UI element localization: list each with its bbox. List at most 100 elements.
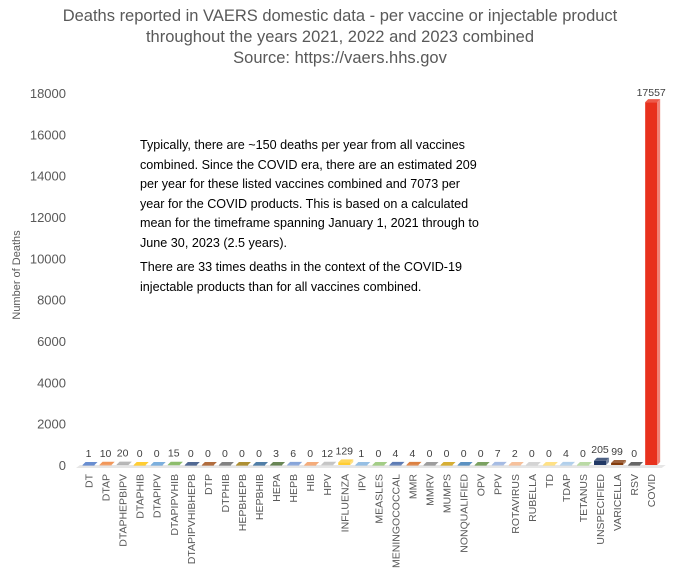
bar-top [389, 461, 405, 465]
bar-top [645, 99, 661, 103]
data-label: 15 [168, 448, 180, 460]
y-tick-label: 8000 [37, 293, 66, 308]
x-tick-label: HEPA [271, 474, 283, 502]
y-axis-label: Number of Deaths [11, 230, 23, 320]
bar-dtaphepbipv [116, 464, 129, 466]
bar-top [287, 461, 303, 465]
x-tick-label: ROTAVIRUS [510, 474, 522, 534]
y-tick-label: 16000 [30, 127, 66, 142]
bar-top [491, 461, 507, 465]
y-tick-label: 2000 [37, 417, 66, 432]
data-label: 0 [444, 448, 450, 460]
bar-hepa [270, 464, 283, 466]
bar-influenza [338, 462, 351, 465]
x-tick-label: INFLUENZA [339, 474, 351, 532]
bar-top [82, 461, 98, 465]
data-label: 0 [256, 448, 262, 460]
bar-top [116, 461, 132, 465]
x-tick-label: DTAPIPVHIB [169, 474, 181, 536]
data-label: 0 [427, 448, 433, 460]
bar-dtphib [218, 465, 231, 466]
x-tick-label: DTAPHEPBIPV [118, 474, 130, 547]
bar-dtapipv [150, 465, 163, 466]
data-label: 7 [495, 448, 501, 460]
bar-opv [474, 465, 487, 466]
bar-top [594, 457, 610, 461]
data-label: 0 [529, 448, 535, 460]
y-tick-label: 12000 [30, 210, 66, 225]
bar-top [218, 462, 234, 465]
bar-covid [645, 102, 658, 465]
data-label: 17557 [637, 87, 666, 99]
bar-top [474, 462, 490, 465]
data-label: 0 [580, 448, 586, 460]
bar-hepb [287, 464, 300, 466]
data-label: 0 [478, 448, 484, 460]
bar-side [520, 461, 524, 465]
bar-side [606, 457, 610, 465]
bar-top [611, 459, 627, 463]
y-tick-label: 18000 [30, 86, 66, 101]
bar-dtapipvhib [167, 464, 180, 466]
chart-title-line-2: throughout the years 2021, 2022 and 2023… [145, 28, 535, 46]
x-tick-label: UNSPECIFIED [595, 474, 607, 545]
bar-mmr [406, 464, 419, 466]
bar-top [150, 462, 166, 465]
data-label: 0 [375, 448, 381, 460]
x-tick-label: DTPHIB [220, 474, 232, 513]
data-label: 4 [393, 448, 399, 460]
x-tick-label: MUMPS [442, 474, 454, 513]
bar-top [321, 461, 337, 465]
bar-top [525, 462, 541, 465]
x-tick-label: DTAP [101, 474, 113, 501]
data-label: 0 [154, 448, 160, 460]
y-tick-label: 6000 [37, 334, 66, 349]
bar-side [333, 461, 337, 465]
data-label: 0 [307, 448, 313, 460]
x-tick-label: MENINGOCOCCAL [390, 474, 402, 568]
bar-hib [304, 465, 317, 466]
bar-ipv [355, 464, 368, 466]
bar-top [576, 462, 592, 465]
bar-rsv [628, 465, 641, 466]
y-tick-label: 0 [59, 458, 66, 473]
x-tick-label: DT [84, 473, 96, 488]
data-label: 1 [86, 448, 92, 460]
bar-top [440, 462, 456, 465]
data-label: 0 [222, 448, 228, 460]
x-tick-label: HPV [322, 474, 334, 496]
x-tick-label: TETANUS [578, 474, 590, 522]
bar-tetanus [576, 465, 589, 466]
bar-hepbhib [253, 465, 266, 466]
annotation-ratio: There are 33 times deaths in the context… [140, 260, 463, 294]
bar-top [372, 462, 388, 465]
data-label: 10 [100, 448, 112, 460]
bar-top [423, 462, 439, 465]
bar-side [128, 461, 132, 465]
data-label: 129 [336, 445, 354, 457]
bar-side [94, 461, 98, 465]
bar-top [304, 462, 320, 465]
y-tick-label: 4000 [37, 375, 66, 390]
data-label: 2 [512, 448, 518, 460]
bar-measles [372, 465, 385, 466]
bar-top [559, 461, 575, 465]
x-tick-label: TDAP [561, 474, 573, 502]
data-label: 0 [205, 448, 211, 460]
annotation-deaths-per-year: Typically, there are ~150 deaths per yea… [140, 138, 479, 250]
x-tick-label: OPV [476, 474, 488, 496]
x-tick-label: HEPBHEPB [237, 474, 249, 531]
bar-varicella [611, 462, 624, 465]
bar-side [350, 459, 354, 465]
bar-hpv [321, 464, 334, 466]
bar-side [282, 461, 286, 465]
bar-top [99, 461, 115, 465]
data-label: 12 [321, 448, 333, 460]
bar-top [457, 462, 473, 465]
bar-top [184, 462, 200, 465]
data-label: 3 [273, 448, 279, 460]
x-tick-label: DTAPIPVHIBHEPB [186, 474, 198, 564]
bar-side [299, 461, 303, 465]
x-tick-label: PPV [493, 474, 505, 495]
